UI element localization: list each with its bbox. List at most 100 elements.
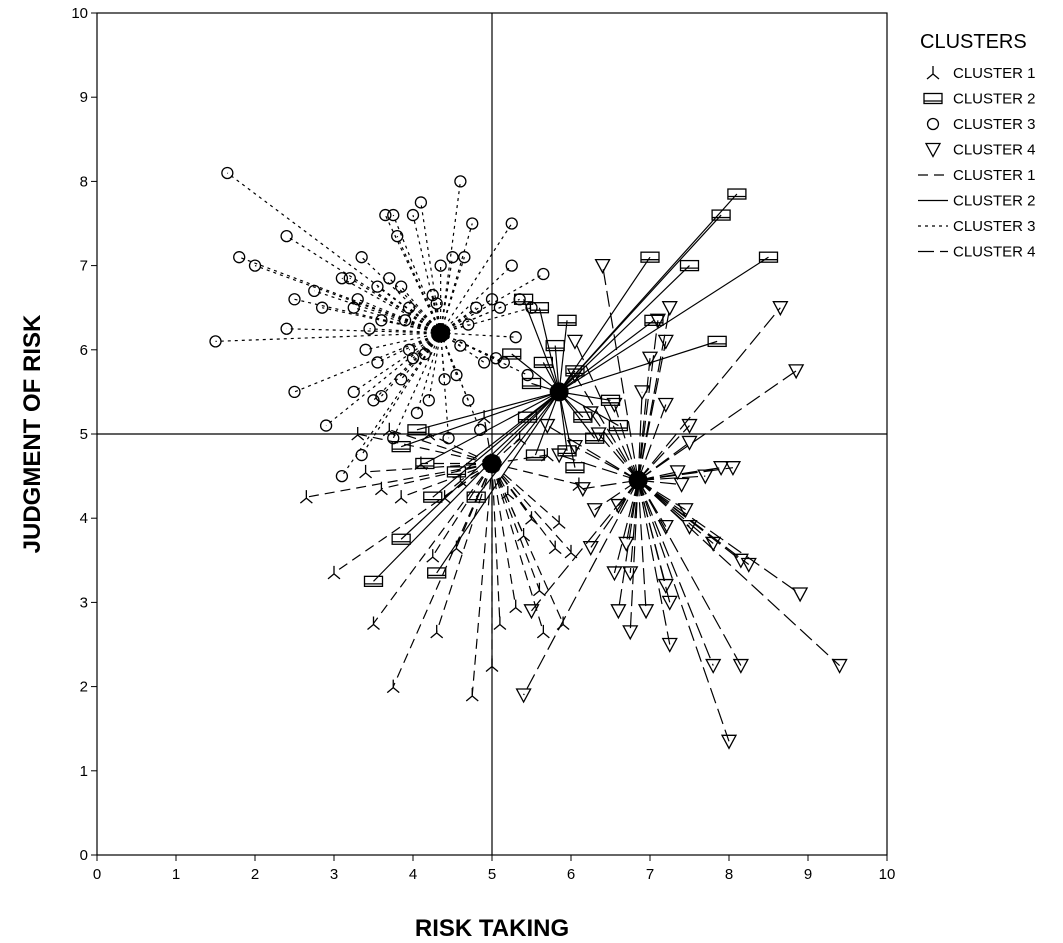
cluster-3-line bbox=[286, 328, 441, 334]
cluster-3-line bbox=[420, 202, 442, 334]
cluster-2-line bbox=[558, 340, 718, 393]
cluster-4-point bbox=[586, 503, 603, 519]
cluster-1-point bbox=[517, 528, 531, 542]
cluster-2-line bbox=[558, 391, 568, 451]
cluster-4-point bbox=[788, 364, 805, 380]
cluster-4-line bbox=[637, 479, 714, 544]
cluster-2-line bbox=[558, 391, 596, 439]
cluster-4-line bbox=[590, 479, 639, 549]
cluster-4-point bbox=[566, 439, 584, 456]
cluster-1-line bbox=[471, 463, 493, 696]
cluster-1-point bbox=[477, 410, 491, 424]
legend-label: CLUSTER 1 bbox=[953, 65, 1036, 82]
cluster-3-point bbox=[383, 272, 396, 285]
cluster-1-point bbox=[513, 431, 527, 445]
cluster-3-point bbox=[525, 301, 538, 314]
cluster-3-point bbox=[335, 469, 349, 483]
cluster-4-point bbox=[594, 258, 611, 274]
cluster-4-point bbox=[657, 397, 674, 413]
cluster-4-point bbox=[590, 427, 607, 443]
cluster-3-point bbox=[367, 394, 380, 407]
cluster-3-line bbox=[325, 332, 442, 427]
cluster-3-point bbox=[394, 373, 408, 386]
cluster-2-point bbox=[565, 365, 585, 377]
cluster-3-point bbox=[466, 217, 479, 230]
cluster-3-line bbox=[440, 332, 505, 363]
cluster-3-line bbox=[361, 332, 442, 456]
x-tick-label: 5 bbox=[488, 866, 496, 883]
cluster-4-point bbox=[705, 658, 722, 674]
cluster-1-line bbox=[491, 463, 544, 633]
cluster-4-line bbox=[602, 265, 639, 481]
cluster-3-line bbox=[365, 332, 441, 351]
x-tick-label: 9 bbox=[804, 866, 812, 883]
cluster-1-line bbox=[491, 463, 560, 523]
cluster-1-line bbox=[392, 463, 493, 687]
cluster-3-point bbox=[347, 301, 360, 314]
cluster-2-point bbox=[565, 462, 585, 474]
cluster-3-point bbox=[355, 448, 368, 462]
cluster-3-point bbox=[406, 208, 420, 222]
cluster-3-point bbox=[418, 347, 432, 361]
cluster-3-point bbox=[233, 251, 246, 264]
cluster-4-point bbox=[582, 406, 599, 422]
cluster-2-line bbox=[538, 307, 560, 393]
cluster-3-point bbox=[248, 259, 262, 272]
cluster-1-point bbox=[351, 427, 365, 441]
cluster-1-point bbox=[299, 490, 313, 504]
cluster-3-point bbox=[355, 251, 368, 264]
cluster-3-point bbox=[335, 272, 349, 285]
y-tick-label: 5 bbox=[80, 426, 88, 443]
legend-label: CLUSTER 4 bbox=[953, 244, 1036, 261]
cluster-3-line bbox=[440, 223, 513, 334]
y-tick-label: 10 bbox=[71, 5, 88, 22]
cluster-2-point bbox=[363, 575, 384, 587]
cluster-2-point bbox=[391, 533, 411, 545]
cluster-3-line bbox=[424, 332, 442, 355]
cluster-3-line bbox=[436, 303, 442, 334]
cluster-4-point bbox=[657, 578, 674, 594]
cluster-2-line bbox=[436, 391, 560, 574]
cluster-3-line bbox=[254, 265, 441, 334]
cluster-4-point bbox=[606, 566, 623, 582]
cluster-1-point bbox=[422, 427, 436, 441]
cluster-3-line bbox=[440, 298, 493, 334]
cluster-2-line bbox=[373, 391, 560, 582]
cluster-1-point bbox=[426, 549, 440, 563]
cluster-1-line bbox=[357, 433, 493, 465]
cluster-2-point bbox=[679, 259, 700, 272]
cluster-4-centroid bbox=[628, 470, 648, 490]
cluster-3-line bbox=[341, 277, 441, 334]
cluster-4-line bbox=[638, 467, 734, 481]
cluster-4-line bbox=[523, 480, 639, 696]
x-tick-label: 3 bbox=[330, 866, 338, 883]
cluster-3-point bbox=[493, 301, 507, 314]
legend-entry: CLUSTER 4 bbox=[918, 244, 1036, 261]
cluster-1-line bbox=[491, 463, 540, 590]
cluster-2-point bbox=[533, 356, 553, 369]
legend-entry: CLUSTER 2 bbox=[918, 193, 1036, 210]
cluster-1-line bbox=[491, 463, 572, 553]
cluster-3-line bbox=[341, 332, 442, 477]
cluster-3-point bbox=[319, 419, 333, 432]
cluster-1-point bbox=[386, 679, 400, 694]
legend-marker bbox=[923, 92, 943, 105]
y-tick-label: 4 bbox=[80, 510, 88, 527]
cluster-3-point bbox=[442, 432, 455, 445]
cluster-4-line bbox=[613, 404, 639, 481]
cluster-4-line bbox=[637, 480, 647, 611]
cluster-4-point bbox=[681, 435, 698, 451]
cluster-3-line bbox=[392, 214, 442, 334]
cluster-4-point bbox=[657, 334, 674, 350]
cluster-2-point bbox=[446, 466, 467, 478]
cluster-3-point bbox=[375, 389, 388, 403]
cluster-3-point bbox=[280, 229, 293, 243]
cluster-4-line bbox=[625, 480, 639, 544]
cluster-4-point bbox=[740, 557, 757, 573]
cluster-4-point bbox=[732, 553, 749, 569]
cluster-3-point bbox=[462, 318, 475, 331]
axes: 0 1 2 3 4 5 6 7 8 9 10 0 1 2 3 4 5 6 7 8 9 10 bbox=[71, 5, 895, 883]
cluster-2-point bbox=[525, 449, 546, 461]
cluster-3-point bbox=[387, 208, 400, 222]
